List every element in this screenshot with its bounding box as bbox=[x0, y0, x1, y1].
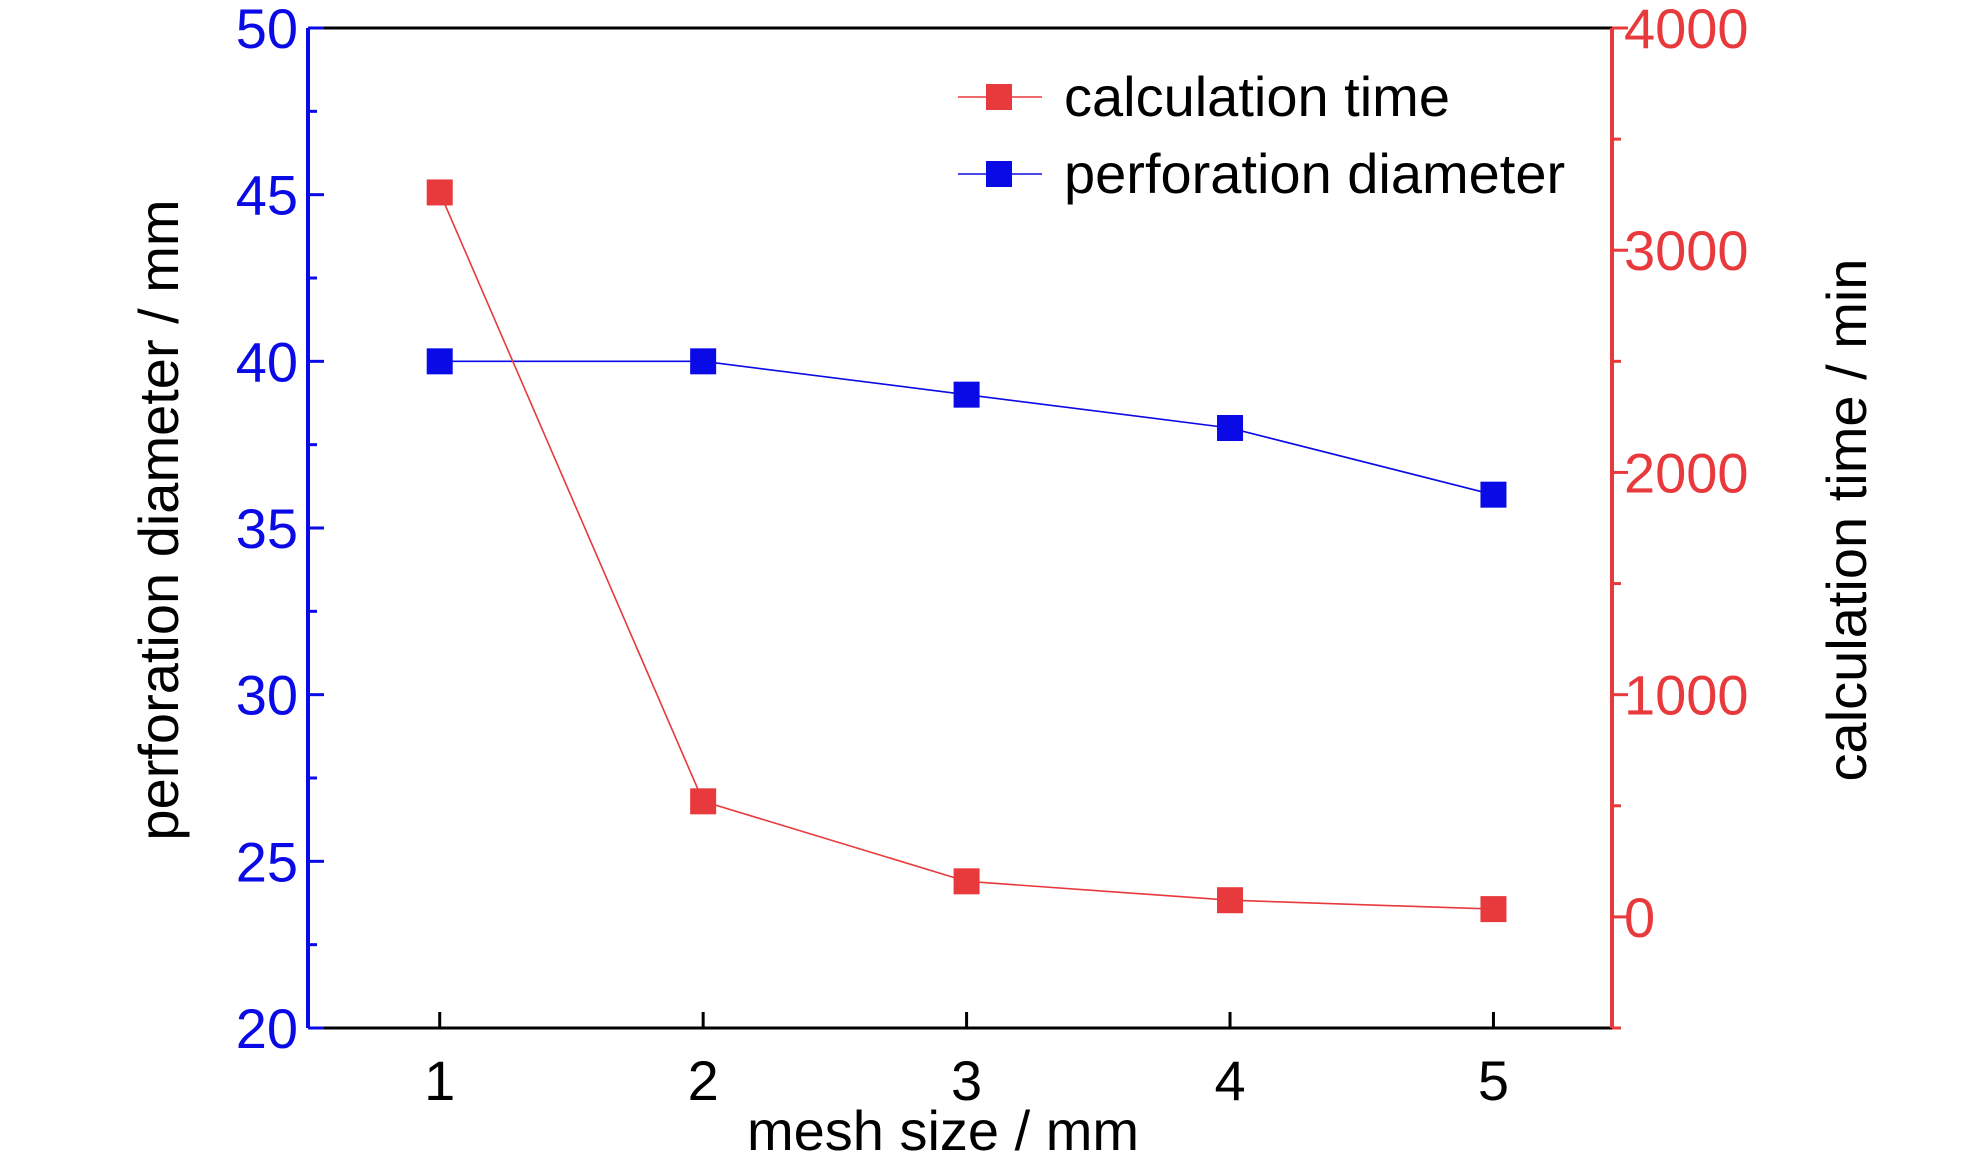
legend-marker-perforation-diameter bbox=[986, 161, 1012, 187]
left-y-tick-label: 30 bbox=[236, 664, 298, 727]
data-point-perforation-diameter bbox=[690, 348, 717, 375]
series-line-perforation-diameter bbox=[439, 360, 1494, 496]
left-y-axis-ticks: 20 25 30 35 40 45 50 bbox=[236, 0, 324, 1060]
left-y-tick-label: 25 bbox=[236, 830, 298, 893]
left-y-axis-title: perforation diameter / mm bbox=[127, 199, 190, 840]
right-y-axis-ticks: 0 1000 2000 3000 4000 bbox=[1612, 0, 1749, 1030]
data-point-calculation-time bbox=[1480, 896, 1507, 923]
legend-marker-calculation-time bbox=[986, 84, 1012, 110]
left-y-tick-label: 40 bbox=[236, 330, 298, 393]
x-tick-label: 2 bbox=[688, 1049, 719, 1112]
right-y-tick-label: 1000 bbox=[1624, 664, 1749, 727]
left-y-tick-label: 35 bbox=[236, 497, 298, 560]
legend-item-calculation-time: calculation time bbox=[958, 65, 1450, 128]
data-point-perforation-diameter bbox=[426, 348, 453, 375]
series-line-calculation-time bbox=[438, 192, 1494, 910]
x-tick-label: 5 bbox=[1478, 1049, 1509, 1112]
x-tick-label: 3 bbox=[951, 1049, 982, 1112]
left-y-tick-label: 50 bbox=[236, 0, 298, 60]
legend-label-perforation-diameter: perforation diameter bbox=[1064, 142, 1565, 205]
data-point-calculation-time bbox=[1217, 887, 1244, 914]
data-point-perforation-diameter bbox=[1480, 481, 1507, 508]
right-y-tick-label: 0 bbox=[1624, 886, 1655, 949]
legend-item-perforation-diameter: perforation diameter bbox=[958, 142, 1565, 205]
x-axis-title: mesh size / mm bbox=[747, 1099, 1139, 1157]
right-y-axis-title: calculation time / min bbox=[1815, 259, 1878, 782]
left-y-tick-label: 20 bbox=[236, 997, 298, 1060]
data-point-perforation-diameter bbox=[1217, 415, 1244, 441]
right-y-tick-label: 2000 bbox=[1624, 441, 1749, 504]
legend-label-calculation-time: calculation time bbox=[1064, 65, 1450, 128]
right-y-tick-label: 3000 bbox=[1624, 219, 1749, 282]
series-calculation-time bbox=[426, 179, 1507, 923]
left-y-tick-label: 45 bbox=[236, 164, 298, 227]
data-point-calculation-time bbox=[426, 179, 453, 206]
series-layer bbox=[426, 179, 1507, 923]
x-axis-ticks: 1 2 3 4 5 bbox=[424, 1012, 1509, 1112]
data-point-calculation-time bbox=[953, 868, 980, 895]
legend: calculation time perforation diameter bbox=[958, 65, 1565, 205]
data-point-calculation-time bbox=[690, 788, 717, 815]
right-y-tick-label: 4000 bbox=[1624, 0, 1749, 60]
x-tick-label: 1 bbox=[424, 1049, 455, 1112]
series-perforation-diameter bbox=[426, 348, 1507, 508]
x-tick-label: 4 bbox=[1214, 1049, 1245, 1112]
data-point-perforation-diameter bbox=[953, 381, 980, 408]
